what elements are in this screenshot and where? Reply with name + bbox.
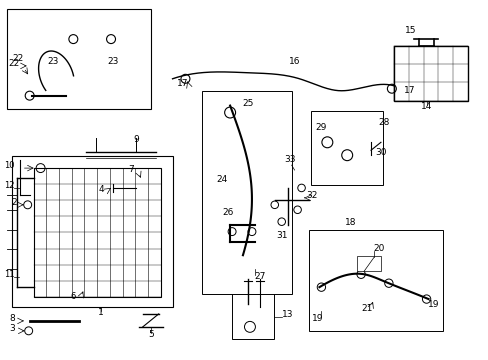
- Text: 20: 20: [372, 244, 384, 253]
- Text: 5: 5: [147, 330, 153, 339]
- Text: 24: 24: [216, 175, 227, 184]
- Text: 12: 12: [4, 181, 15, 190]
- Text: 17: 17: [403, 86, 414, 95]
- Text: 7: 7: [128, 165, 134, 174]
- Text: 14: 14: [420, 102, 431, 111]
- Text: 1: 1: [98, 308, 104, 317]
- Text: 23: 23: [48, 57, 59, 66]
- Text: 23: 23: [107, 57, 119, 66]
- Text: 2: 2: [11, 198, 17, 207]
- Text: 31: 31: [275, 230, 287, 239]
- Text: 27: 27: [254, 272, 265, 281]
- Bar: [7, 9, 150, 109]
- Text: 4: 4: [98, 185, 104, 194]
- Text: 33: 33: [284, 155, 295, 164]
- Text: 8: 8: [9, 314, 15, 323]
- Text: 22: 22: [8, 59, 20, 68]
- Text: 13: 13: [281, 310, 293, 319]
- Text: 9: 9: [133, 135, 139, 144]
- Text: 19: 19: [311, 314, 323, 323]
- Text: 15: 15: [404, 26, 416, 35]
- Bar: [311, 111, 382, 185]
- Text: 18: 18: [345, 218, 356, 227]
- Text: 25: 25: [242, 99, 253, 108]
- Text: 10: 10: [4, 161, 15, 170]
- Text: 11: 11: [4, 270, 15, 279]
- Bar: [356, 256, 380, 271]
- Bar: [393, 46, 468, 100]
- Text: 32: 32: [305, 191, 317, 200]
- Text: 28: 28: [377, 118, 389, 127]
- Text: 19: 19: [427, 300, 438, 309]
- Text: 17: 17: [176, 79, 188, 88]
- Text: 6: 6: [70, 292, 76, 301]
- Bar: [232, 274, 273, 339]
- Text: 30: 30: [374, 148, 386, 157]
- Text: 16: 16: [288, 57, 300, 66]
- Bar: [34, 168, 161, 297]
- Text: 22: 22: [12, 54, 23, 63]
- Text: 21: 21: [361, 304, 372, 313]
- Text: 3: 3: [9, 324, 15, 333]
- Bar: [309, 230, 443, 331]
- Text: 26: 26: [222, 208, 233, 217]
- Text: 29: 29: [315, 123, 326, 132]
- Bar: [12, 156, 172, 307]
- Bar: [202, 91, 291, 294]
